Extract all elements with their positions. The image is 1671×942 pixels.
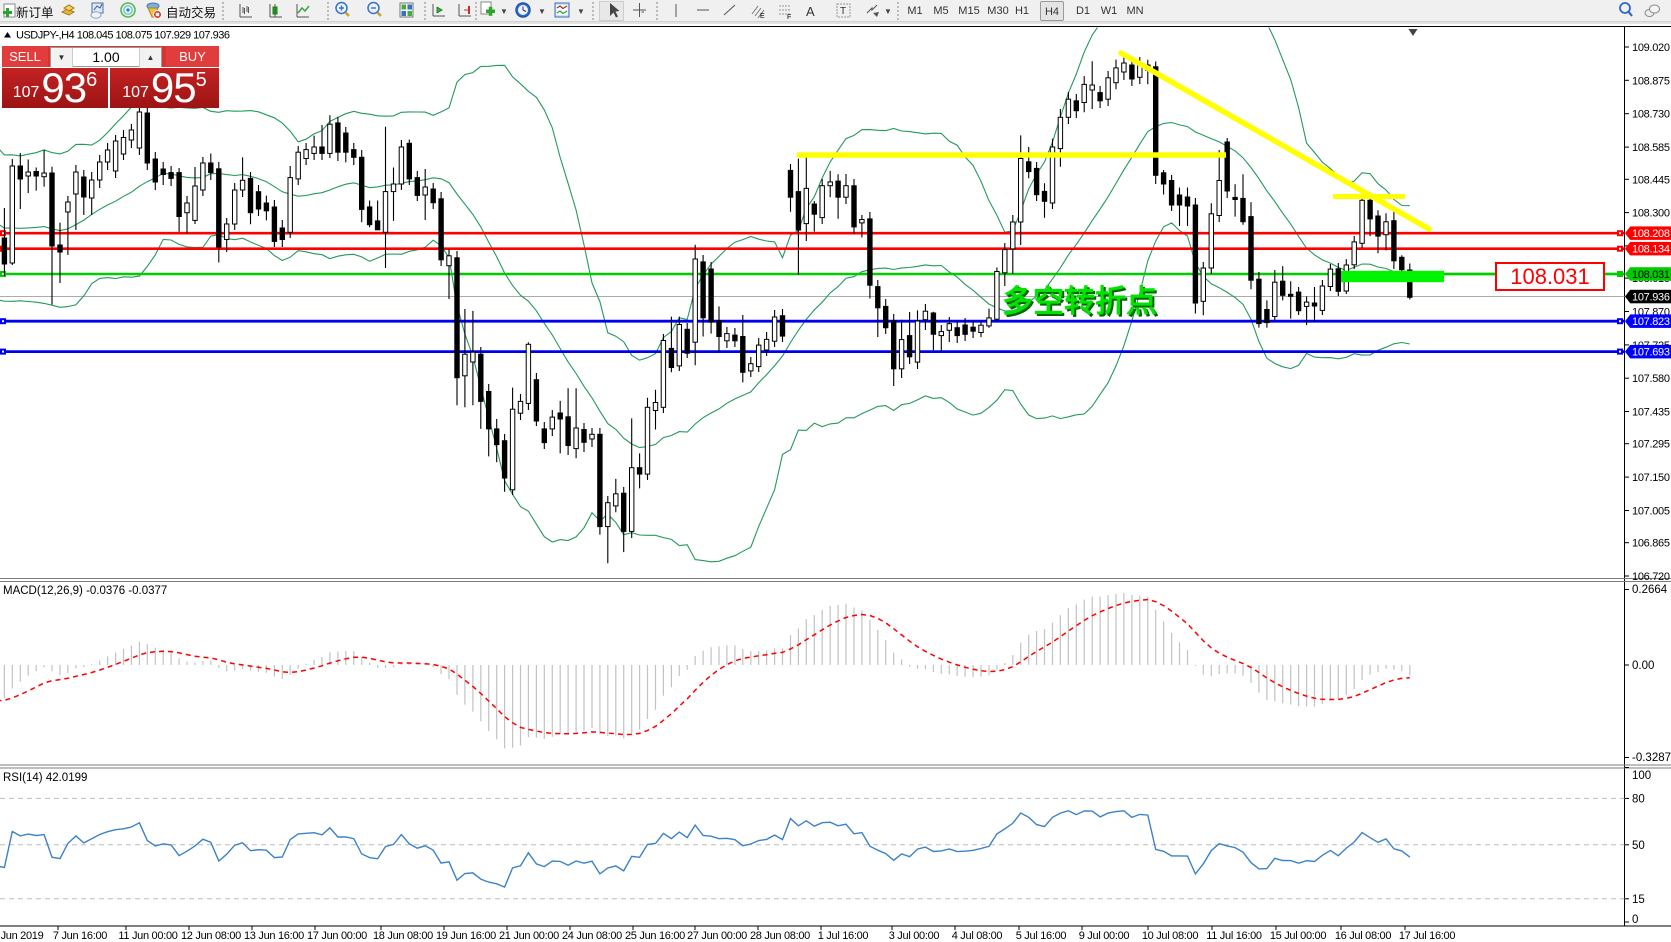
svg-text:USDJPY-,H4 108.045 108.075 10: USDJPY-,H4 108.045 108.075 107.929 107.9… [16,30,230,42]
svg-text:28 Jun 08:00: 28 Jun 08:00 [750,930,810,942]
svg-text:RSI(14) 42.0199: RSI(14) 42.0199 [3,772,87,784]
svg-text:108.585: 108.585 [1632,142,1670,154]
svg-text:21 Jun 00:00: 21 Jun 00:00 [499,930,559,942]
svg-text:F: F [787,14,791,21]
svg-text:7 Jun 16:00: 7 Jun 16:00 [53,930,107,942]
svg-text:0: 0 [1632,914,1638,926]
svg-text:1 Jul 16:00: 1 Jul 16:00 [818,930,869,942]
svg-text:107.580: 107.580 [1632,373,1670,385]
svg-text:107.823: 107.823 [1632,316,1670,328]
svg-text:E: E [760,13,765,20]
svg-text:17 Jul 16:00: 17 Jul 16:00 [1399,930,1456,942]
svg-text:Jun 2019: Jun 2019 [1,930,44,942]
svg-text:13 Jun 16:00: 13 Jun 16:00 [244,930,304,942]
svg-text:25 Jun 16:00: 25 Jun 16:00 [625,930,685,942]
svg-text:50: 50 [1632,840,1645,852]
svg-text:24 Jun 08:00: 24 Jun 08:00 [562,930,622,942]
svg-text:107.150: 107.150 [1632,472,1670,484]
svg-text:5 Jul 16:00: 5 Jul 16:00 [1016,930,1067,942]
svg-text:12 Jun 08:00: 12 Jun 08:00 [181,930,241,942]
svg-text:108.300: 108.300 [1632,208,1670,220]
svg-text:106.865: 106.865 [1632,538,1670,550]
svg-text:108.445: 108.445 [1632,174,1670,186]
svg-text:107.693: 107.693 [1632,347,1670,359]
svg-text:10 Jul 08:00: 10 Jul 08:00 [1142,930,1199,942]
svg-text:108.730: 108.730 [1632,109,1670,121]
svg-text:-0.3287: -0.3287 [1632,752,1671,764]
svg-text:T: T [840,6,846,17]
svg-text:多空转折点: 多空转折点 [1002,284,1157,319]
svg-text:11 Jun 00:00: 11 Jun 00:00 [118,930,177,942]
svg-text:107.435: 107.435 [1632,407,1670,419]
svg-text:18 Jun 08:00: 18 Jun 08:00 [373,930,433,942]
svg-text:11 Jul 16:00: 11 Jul 16:00 [1206,930,1262,942]
svg-text:108.031: 108.031 [1632,269,1670,281]
svg-text:19 Jun 16:00: 19 Jun 16:00 [436,930,496,942]
svg-text:107.936: 107.936 [1632,292,1670,304]
svg-text:107.295: 107.295 [1632,439,1670,451]
svg-text:106.720: 106.720 [1632,571,1670,583]
svg-text:108.875: 108.875 [1632,75,1670,87]
svg-text:15 Jul 00:00: 15 Jul 00:00 [1270,930,1327,942]
svg-text:9 Jul 00:00: 9 Jul 00:00 [1079,930,1130,942]
svg-text:108.134: 108.134 [1632,244,1670,256]
svg-text:109.020: 109.020 [1632,42,1670,54]
svg-text:108.208: 108.208 [1632,228,1670,240]
svg-text:100: 100 [1632,770,1651,782]
svg-text:0.2664: 0.2664 [1632,584,1668,596]
svg-text:107.005: 107.005 [1632,506,1670,518]
svg-text:15: 15 [1632,894,1645,906]
svg-text:0.00: 0.00 [1632,660,1654,672]
svg-text:17 Jun 00:00: 17 Jun 00:00 [307,930,367,942]
svg-text:MACD(12,26,9) -0.0376 -0.0377: MACD(12,26,9) -0.0376 -0.0377 [3,585,167,597]
svg-text:16 Jul 08:00: 16 Jul 08:00 [1335,930,1392,942]
svg-text:3 Jul 00:00: 3 Jul 00:00 [889,930,940,942]
svg-text:4 Jul 08:00: 4 Jul 08:00 [952,930,1003,942]
svg-text:27 Jun 00:00: 27 Jun 00:00 [687,930,747,942]
svg-text:80: 80 [1632,793,1645,805]
